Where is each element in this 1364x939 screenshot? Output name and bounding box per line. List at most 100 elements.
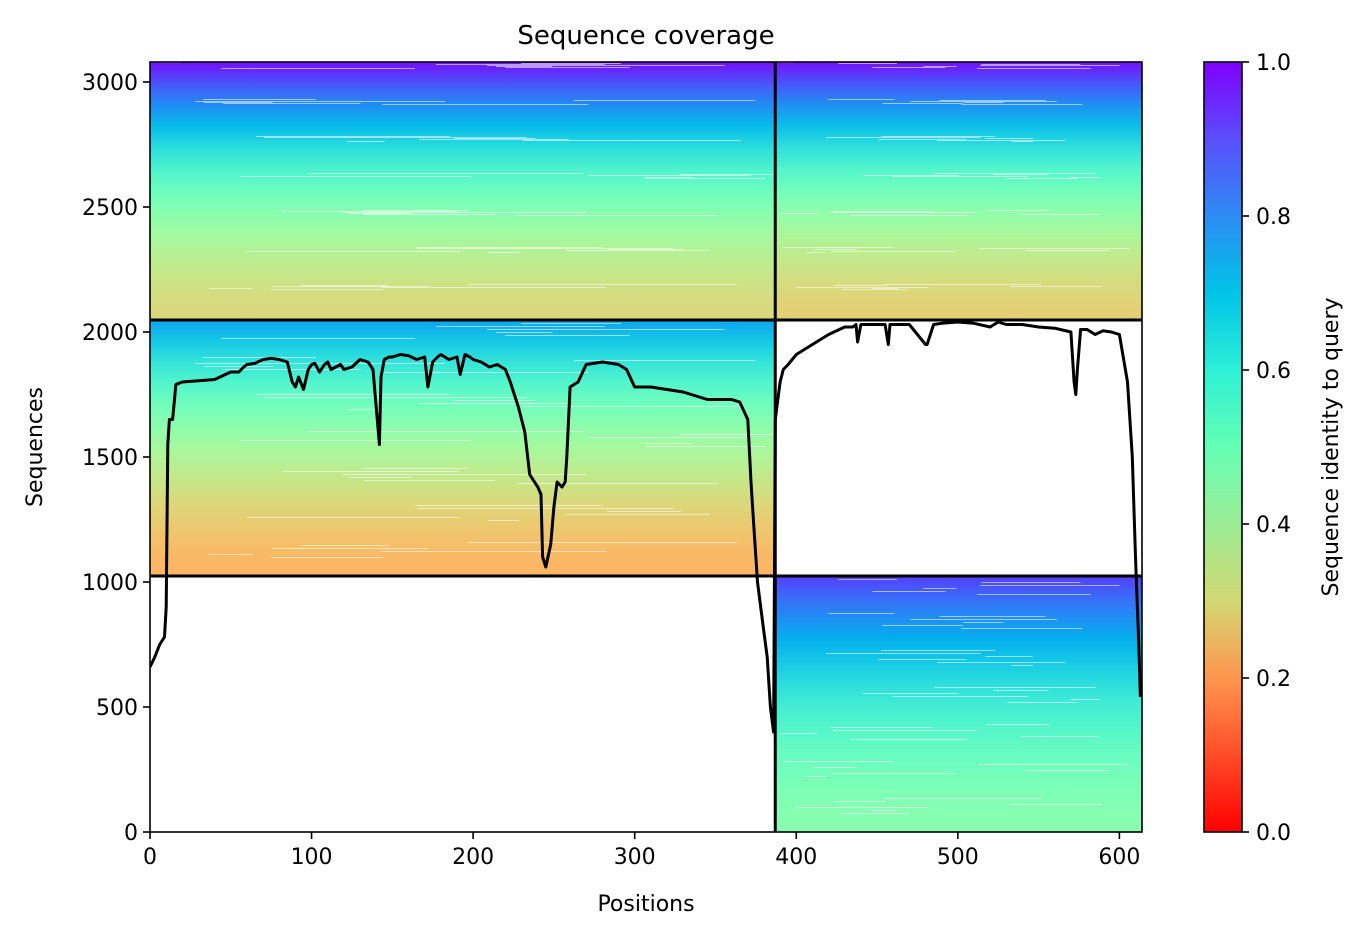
colorbar-ticks: 0.0 0.2 0.4 0.6 0.8 1.0 (1242, 51, 1291, 846)
gap-streak (271, 557, 384, 558)
gap-streak (977, 68, 1091, 69)
heatmap-block-chain-b-paired (775, 62, 1142, 320)
gap-streak (381, 287, 607, 288)
gap-streak (436, 64, 605, 65)
gap-streak (364, 480, 496, 481)
x-axis-ticks: 0 100 200 300 400 500 600 (143, 832, 1140, 870)
gap-streak (834, 801, 886, 802)
gap-streak (881, 650, 995, 651)
gap-streak (961, 628, 1083, 629)
gap-streak (454, 400, 536, 401)
gap-streak (488, 252, 520, 253)
gap-streak (863, 175, 959, 176)
x-tick-label: 0 (143, 845, 157, 870)
colorbar-label: Sequence identity to query (1319, 297, 1344, 596)
gap-streak (362, 210, 469, 211)
gap-streak (828, 613, 895, 614)
gap-streak (1070, 177, 1100, 178)
gap-streak (203, 99, 316, 100)
gap-streak (419, 139, 570, 140)
gap-streak (910, 619, 1057, 620)
gap-streak (979, 248, 1130, 249)
colorbar-tick-label: 0.0 (1256, 821, 1291, 846)
gap-streak (271, 289, 384, 290)
gap-streak (436, 326, 605, 327)
gap-streak (993, 174, 1049, 175)
gap-streak (985, 656, 1033, 657)
gap-streak (878, 139, 967, 140)
gap-streak (417, 508, 674, 509)
x-tick-label: 100 (291, 845, 333, 870)
gap-streak (813, 249, 858, 250)
gap-streak (833, 212, 977, 213)
gap-streak (221, 68, 415, 69)
gap-streak (872, 591, 946, 592)
gap-streak (1021, 214, 1099, 215)
colorbar (1203, 61, 1243, 833)
gap-streak (680, 174, 774, 175)
gap-streak (780, 213, 817, 214)
gap-streak (417, 248, 674, 249)
gap-streak (863, 693, 959, 694)
colorbar-tick-label: 0.8 (1256, 205, 1291, 230)
gap-streak (487, 329, 725, 330)
gap-streak (496, 332, 553, 333)
colorbar-tick-label: 0.2 (1256, 667, 1291, 692)
gap-streak (362, 468, 469, 469)
gap-streak (468, 542, 737, 543)
gap-streak (517, 215, 718, 216)
gap-streak (256, 136, 450, 137)
y-tick-label: 1500 (82, 446, 138, 471)
gap-streak (872, 67, 946, 68)
gap-streak (382, 372, 589, 373)
gap-streak (939, 616, 1046, 617)
gap-streak (981, 64, 1081, 65)
gap-streak (796, 287, 929, 288)
coverage-line (150, 320, 1142, 734)
y-tick-label: 2500 (82, 196, 138, 221)
colorbar-tick-label: 0.4 (1256, 513, 1291, 538)
gap-streak (923, 66, 957, 67)
gap-streak (588, 437, 751, 438)
gap-streak (882, 625, 963, 626)
gap-streak (223, 369, 361, 370)
gap-streak (783, 761, 894, 762)
gap-streak (977, 594, 1091, 595)
gap-streak (204, 366, 273, 367)
x-tick-label: 300 (614, 845, 656, 870)
gap-streak (826, 653, 981, 654)
gap-streak (979, 764, 1130, 765)
gap-streak (987, 210, 1050, 211)
gap-streak (505, 67, 631, 68)
gap-streak (521, 63, 622, 64)
gap-streak (272, 286, 429, 287)
heatmap-block-chain-b-unpaired (775, 576, 1142, 832)
gap-streak (646, 446, 765, 447)
gap-streak (937, 140, 1066, 141)
gap-streak (850, 215, 968, 216)
gap-streak (488, 520, 520, 521)
gap-streak (872, 288, 898, 289)
gap-streak (939, 100, 1046, 101)
gap-streak (247, 251, 460, 252)
gap-streak (415, 505, 603, 506)
gap-streak (283, 211, 459, 212)
plot-frame (149, 61, 1143, 833)
gap-streak (828, 99, 895, 100)
gap-streak (892, 696, 1028, 697)
colorbar-tick-label: 1.0 (1256, 51, 1291, 76)
gap-streak (1007, 178, 1077, 179)
y-tick-label: 1000 (82, 571, 138, 596)
gap-streak (522, 406, 741, 407)
gap-streak (566, 514, 710, 515)
gap-streak (680, 434, 774, 435)
gap-streak (872, 810, 898, 811)
y-axis-ticks: 0 500 1000 1500 2000 2500 3000 (82, 71, 150, 846)
heatmap-blocks (150, 62, 1142, 832)
gap-streak (826, 137, 981, 138)
gap-streak (522, 140, 741, 141)
gap-streak (841, 813, 908, 814)
gap-streak (505, 335, 631, 336)
gap-streak (1011, 141, 1034, 142)
